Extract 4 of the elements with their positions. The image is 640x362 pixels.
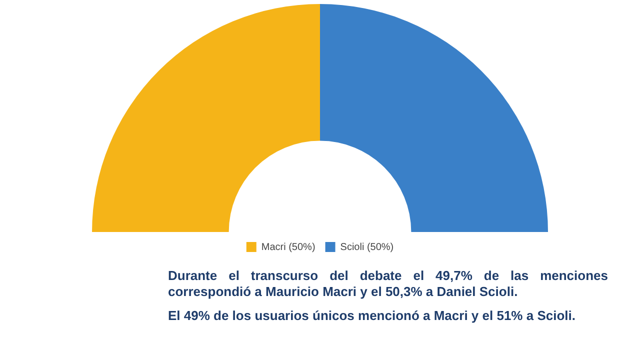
text: El 49% de los usuarios únicos mencionó a Macri y el 51% a Scioli. xyxy=(168,308,576,324)
legend-label: Macri (50%) xyxy=(261,242,316,253)
legend-label: Scioli (50%) xyxy=(340,242,394,253)
text: Durante el transcurso del debate el 49,7% de las menciones correspondió a Mauricio Macri y el 50,3% a Daniel Scioli. xyxy=(168,268,608,300)
